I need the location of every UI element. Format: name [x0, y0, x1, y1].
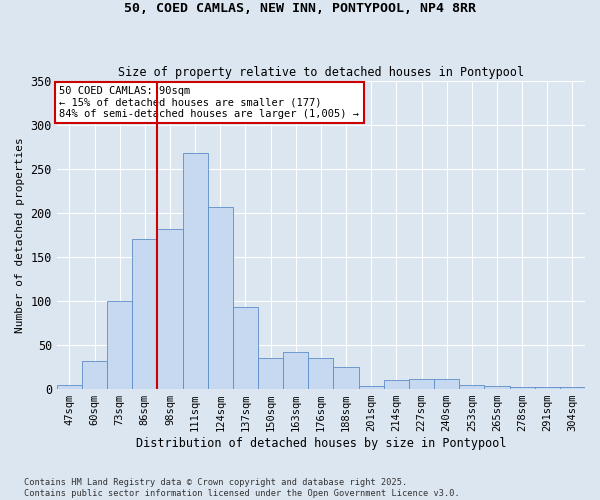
Bar [308, 358, 334, 389]
Bar [459, 384, 484, 389]
Bar [107, 301, 132, 389]
Bar [535, 388, 560, 389]
Bar [560, 388, 585, 389]
Y-axis label: Number of detached properties: Number of detached properties [15, 137, 25, 333]
Bar [359, 386, 384, 389]
Bar [484, 386, 509, 389]
Bar [409, 378, 434, 389]
Bar [208, 207, 233, 389]
Bar [82, 361, 107, 389]
Bar [283, 352, 308, 389]
Bar [233, 307, 258, 389]
Text: 50, COED CAMLAS, NEW INN, PONTYPOOL, NP4 8RR: 50, COED CAMLAS, NEW INN, PONTYPOOL, NP4… [124, 2, 476, 16]
Bar [384, 380, 409, 389]
Bar [57, 384, 82, 389]
Bar [434, 378, 459, 389]
Bar [132, 240, 157, 389]
Text: Contains HM Land Registry data © Crown copyright and database right 2025.
Contai: Contains HM Land Registry data © Crown c… [24, 478, 460, 498]
Text: 50 COED CAMLAS: 90sqm
← 15% of detached houses are smaller (177)
84% of semi-det: 50 COED CAMLAS: 90sqm ← 15% of detached … [59, 86, 359, 119]
Bar [157, 229, 182, 389]
Title: Size of property relative to detached houses in Pontypool: Size of property relative to detached ho… [118, 66, 524, 78]
Bar [334, 367, 359, 389]
Bar [258, 358, 283, 389]
X-axis label: Distribution of detached houses by size in Pontypool: Distribution of detached houses by size … [136, 437, 506, 450]
Bar [182, 153, 208, 389]
Bar [509, 388, 535, 389]
